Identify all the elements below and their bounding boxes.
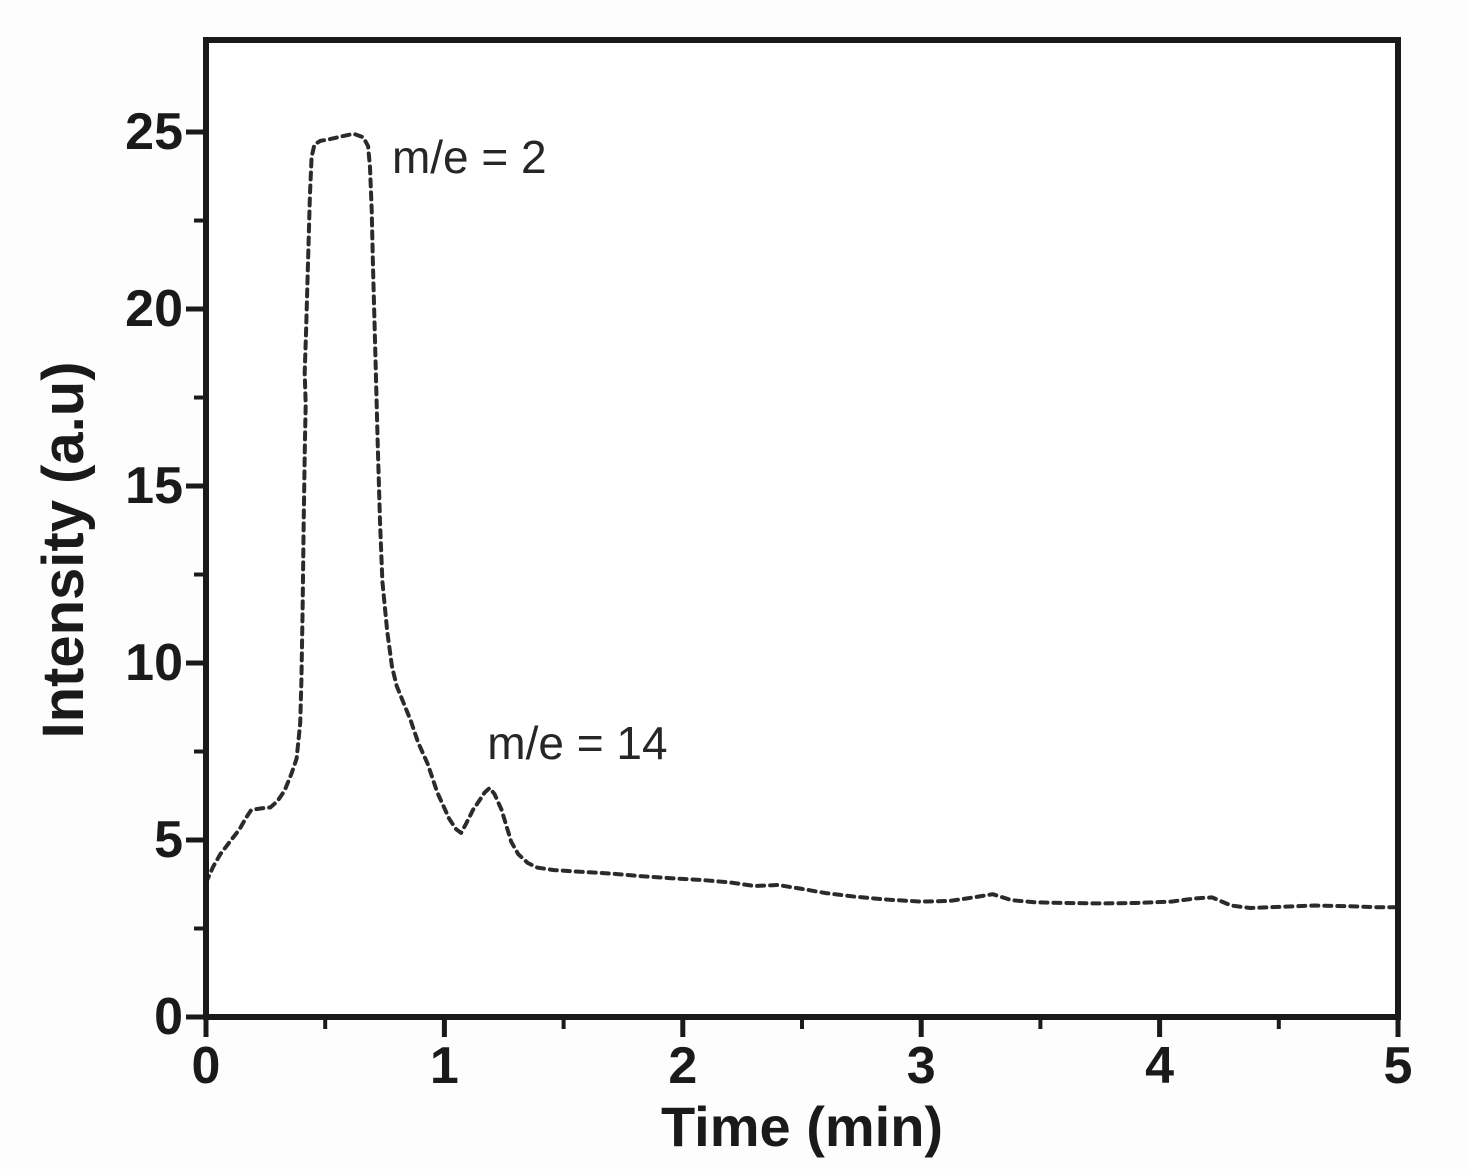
plot-area: [206, 40, 1398, 1017]
y-tick-label-15: 15: [125, 457, 183, 516]
y-tick-label-20: 20: [125, 280, 183, 339]
x-tick-label-5: 5: [1383, 1037, 1413, 1095]
x-tick-label-3: 3: [906, 1037, 936, 1095]
x-tick-label-1: 1: [429, 1037, 459, 1095]
annotation-me-14: m/e = 14: [487, 717, 668, 769]
plot-frame: [203, 37, 1401, 1020]
x-tick-label-4: 4: [1145, 1037, 1175, 1095]
x-tick-label-0: 0: [191, 1037, 221, 1095]
x-tick-label-2: 2: [668, 1037, 698, 1095]
annotation-me-2: m/e = 2: [391, 130, 547, 183]
x-axis-title: Time (min): [660, 1095, 944, 1158]
y-tick-label-10: 10: [125, 634, 183, 692]
y-tick-label-0: 0: [154, 988, 183, 1046]
y-tick-label-25: 25: [125, 103, 183, 162]
series-ion-current-trace: [204, 131, 1400, 910]
y-tick-label-5: 5: [154, 811, 183, 869]
